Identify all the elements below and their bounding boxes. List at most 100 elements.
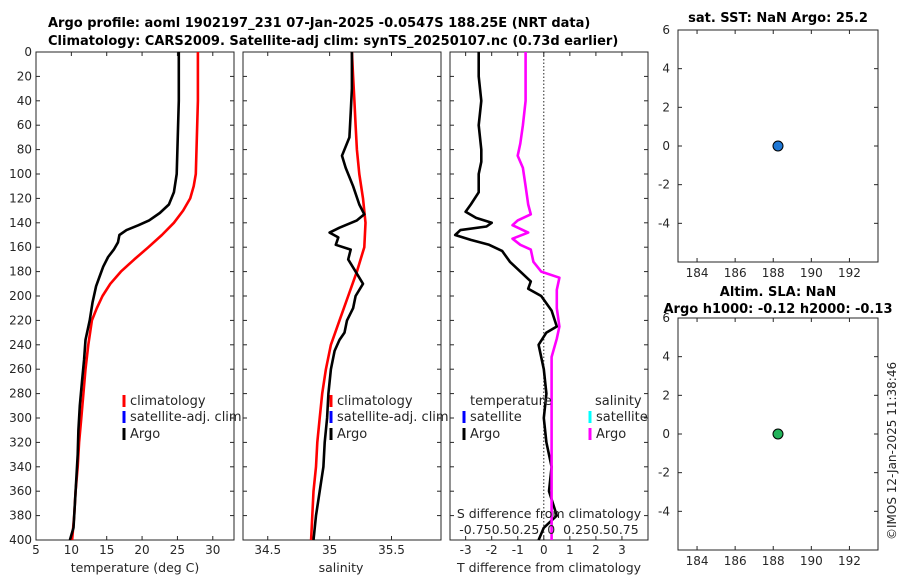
y-tick-label: 340 bbox=[9, 460, 32, 474]
legend-label-satellite: satellite-adj. clim bbox=[337, 410, 449, 425]
y-tick-label: 140 bbox=[9, 216, 32, 230]
x-tick-label: -2 bbox=[486, 543, 498, 557]
y-tick-label: 0 bbox=[662, 139, 670, 153]
x-tick-label: 25 bbox=[170, 543, 185, 557]
x-tick-label: 184 bbox=[686, 266, 709, 280]
y-tick-label: 180 bbox=[9, 265, 32, 279]
y-tick-label: 4 bbox=[662, 350, 670, 364]
salinity-axes bbox=[242, 51, 442, 541]
series-line-climatology bbox=[309, 51, 367, 541]
y-tick-label: 2 bbox=[662, 100, 670, 114]
legend-label-t-satellite: satellite bbox=[470, 410, 522, 425]
legend-label-climatology: climatology bbox=[130, 394, 206, 409]
x-tick-label: 192 bbox=[838, 266, 861, 280]
salinity-panel: 34.5 35 35.5 salinity climatology satellit… bbox=[242, 51, 449, 575]
y-tick-label: 40 bbox=[17, 94, 32, 108]
x-tick-label: 186 bbox=[724, 266, 747, 280]
data-point bbox=[772, 428, 784, 440]
x-tick-label: 30 bbox=[205, 543, 220, 557]
y-tick-label: 2 bbox=[662, 388, 670, 402]
y-tick-label: -2 bbox=[658, 466, 670, 480]
series-line-argo bbox=[312, 52, 366, 541]
x-tick-label: 186 bbox=[724, 554, 747, 568]
difference-panel: -3 -2 -1 0 1 2 3 T difference from climatology… bbox=[449, 51, 649, 575]
x-tick-label: 188 bbox=[762, 266, 785, 280]
x-tick-label: 2 bbox=[592, 543, 600, 557]
y-tick-label: 20 bbox=[17, 69, 32, 83]
figure-title-line2: Climatology: CARS2009. Satellite-adj cli… bbox=[48, 34, 618, 49]
y-tick-label: 6 bbox=[662, 23, 670, 37]
x-tick-label: -1 bbox=[512, 543, 524, 557]
legend-label-s-satellite: satellite bbox=[596, 410, 648, 425]
y-tick-label: 0 bbox=[662, 427, 670, 441]
difference-xlabel: T difference from climatology bbox=[456, 560, 642, 575]
y-tick-label: 380 bbox=[9, 509, 32, 523]
x-tick-label: 190 bbox=[800, 266, 823, 280]
series-line-climatology bbox=[70, 52, 200, 541]
legend-title-salinity: salinity bbox=[595, 394, 642, 409]
x-tick-label: 190 bbox=[800, 554, 823, 568]
x-tick-label: 10 bbox=[64, 543, 79, 557]
y-tick-label: 360 bbox=[9, 484, 32, 498]
legend-label-argo: Argo bbox=[130, 427, 160, 442]
y-tick-label: 120 bbox=[9, 191, 32, 205]
x-tick-label: -3 bbox=[460, 543, 472, 557]
salinity-xlabel: salinity bbox=[319, 560, 364, 575]
y-tick-label: 60 bbox=[17, 118, 32, 132]
legend-label-satellite: satellite-adj. clim bbox=[130, 410, 242, 425]
x-tick-label: 5 bbox=[32, 543, 40, 557]
temperature-xlabel: temperature (deg C) bbox=[71, 560, 200, 575]
y-tick-label: 240 bbox=[9, 338, 32, 352]
x-tick-label: 35.5 bbox=[378, 543, 405, 557]
series-line-argo bbox=[68, 52, 181, 541]
salinity-legend: climatology satellite-adj. clim Argo bbox=[329, 394, 449, 442]
sla-title-line2: Argo h1000: -0.12 h2000: -0.13 bbox=[663, 302, 892, 317]
x-tick-label: 188 bbox=[762, 554, 785, 568]
s-difference-label: S difference from climatology bbox=[457, 506, 642, 521]
temperature-legend: climatology satellite-adj. clim Argo bbox=[122, 394, 242, 442]
x-tick-label: 1 bbox=[566, 543, 574, 557]
y-tick-label: 0 bbox=[24, 45, 32, 59]
imos-timestamp: ©IMOS 12-Jan-2025 11:38:46 bbox=[885, 362, 899, 540]
data-point bbox=[772, 140, 784, 152]
x-tick-label: 34.5 bbox=[254, 543, 281, 557]
sst-title: sat. SST: NaN Argo: 25.2 bbox=[688, 11, 868, 26]
y-tick-label: 400 bbox=[9, 533, 32, 547]
y-tick-label: -4 bbox=[658, 216, 670, 230]
y-tick-label: 220 bbox=[9, 313, 32, 327]
series-line-s-argo-diff bbox=[511, 52, 561, 540]
x-tick-label: 3 bbox=[618, 543, 626, 557]
x-tick-label: 20 bbox=[134, 543, 149, 557]
difference-legend: temperature satellite Argo salinity sate… bbox=[462, 394, 648, 442]
legend-label-t-argo: Argo bbox=[470, 427, 500, 442]
y-tick-label: -4 bbox=[658, 504, 670, 518]
y-tick-label: 280 bbox=[9, 387, 32, 401]
y-tick-label: 320 bbox=[9, 435, 32, 449]
y-tick-label: 6 bbox=[662, 311, 670, 325]
legend-label-argo: Argo bbox=[337, 427, 367, 442]
sst-panel: sat. SST: NaN Argo: 25.2 184 186 188 190 192… bbox=[658, 11, 879, 280]
s-difference-ticklabels: -0.750.50.25 0 0.250.50.75 bbox=[459, 522, 638, 537]
x-tick-label: 15 bbox=[99, 543, 114, 557]
y-tick-label: 4 bbox=[662, 62, 670, 76]
temperature-panel: 5 10 15 20 25 30 0 20 40 60 80 100 120 140 160 180 200 22… bbox=[9, 45, 242, 575]
sla-title-line1: Altim. SLA: NaN bbox=[720, 285, 836, 300]
x-tick-label: 184 bbox=[686, 554, 709, 568]
legend-label-climatology: climatology bbox=[337, 394, 413, 409]
x-tick-label: 35 bbox=[322, 543, 337, 557]
y-tick-label: 260 bbox=[9, 362, 32, 376]
y-tick-label: 100 bbox=[9, 167, 32, 181]
y-tick-label: -2 bbox=[658, 178, 670, 192]
y-tick-label: 160 bbox=[9, 240, 32, 254]
legend-label-s-argo: Argo bbox=[596, 427, 626, 442]
y-tick-label: 80 bbox=[17, 143, 32, 157]
x-tick-label: 192 bbox=[838, 554, 861, 568]
series-line-t-argo-diff bbox=[453, 52, 559, 541]
legend-title-temperature: temperature bbox=[470, 394, 552, 409]
sla-panel: Altim. SLA: NaN Argo h1000: -0.12 h2000:… bbox=[658, 285, 892, 568]
x-tick-label: 0 bbox=[540, 543, 548, 557]
temperature-axes bbox=[35, 51, 235, 541]
figure-title-line1: Argo profile: aoml 1902197_231 07-Jan-20… bbox=[48, 16, 590, 31]
y-tick-label: 200 bbox=[9, 289, 32, 303]
